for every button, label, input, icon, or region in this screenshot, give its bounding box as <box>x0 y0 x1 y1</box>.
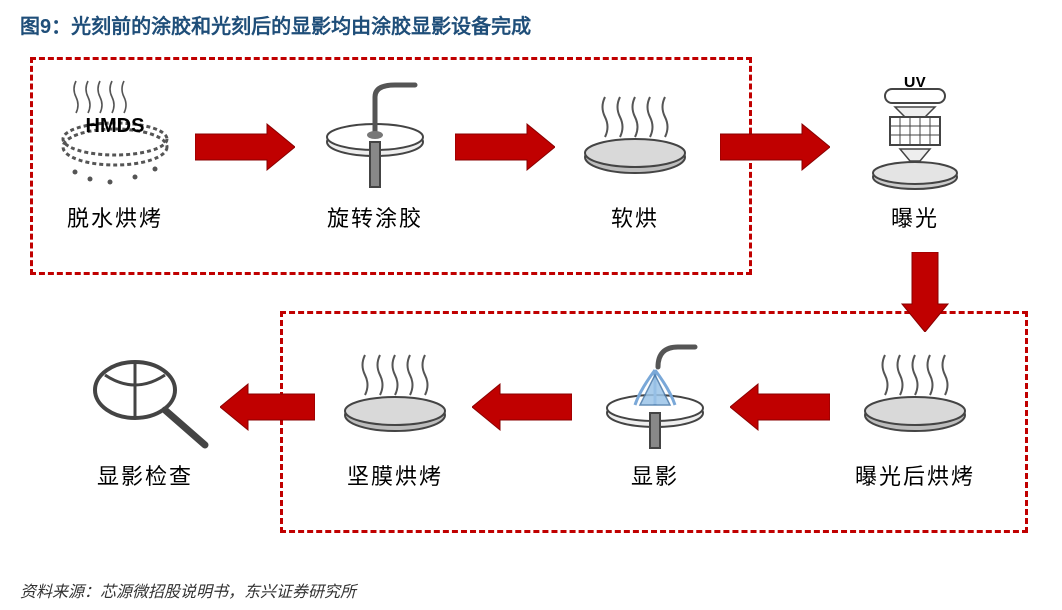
step-post-exposure-bake: 曝光后烘烤 <box>840 335 990 491</box>
dehydration-bake-label: 脱水烘烤 <box>40 201 190 233</box>
flow-arrow <box>472 382 572 432</box>
spin-coat-label: 旋转涂胶 <box>300 201 450 233</box>
figure-source: 资料来源：芯源微招股说明书，东兴证券研究所 <box>20 578 356 602</box>
flow-arrow <box>730 382 830 432</box>
dehydration-bake-icon: HMDS <box>40 77 190 197</box>
svg-text:HMDS: HMDS <box>86 115 145 137</box>
soft-bake-label: 软烘 <box>560 201 710 233</box>
step-develop: 显影 <box>580 335 730 491</box>
develop-label: 显影 <box>580 459 730 491</box>
exposure-label: 曝光 <box>840 201 990 233</box>
flow-arrow <box>455 122 555 172</box>
develop-icon <box>580 335 730 455</box>
process-flow-diagram: HMDS 脱水烘烤 旋转涂胶 软烘 UV <box>20 57 1040 547</box>
hard-bake-icon <box>320 335 470 455</box>
inspection-icon <box>70 335 220 455</box>
flow-arrow <box>195 122 295 172</box>
flow-arrow <box>720 122 830 172</box>
flow-arrow <box>900 252 950 332</box>
flow-arrow <box>220 382 315 432</box>
step-dehydration-bake: HMDS 脱水烘烤 <box>40 77 190 233</box>
spin-coat-icon <box>300 77 450 197</box>
step-soft-bake: 软烘 <box>560 77 710 233</box>
exposure-icon: UV <box>840 77 990 197</box>
post-exposure-bake-icon <box>840 335 990 455</box>
figure-title: 图9：光刻前的涂胶和光刻后的显影均由涂胶显影设备完成 <box>20 10 1042 39</box>
soft-bake-icon <box>560 77 710 197</box>
step-inspection: 显影检查 <box>70 335 220 491</box>
post-exposure-bake-label: 曝光后烘烤 <box>840 459 990 491</box>
step-spin-coat: 旋转涂胶 <box>300 77 450 233</box>
hard-bake-label: 坚膜烘烤 <box>320 459 470 491</box>
step-exposure: UV 曝光 <box>840 77 990 233</box>
inspection-label: 显影检查 <box>70 459 220 491</box>
step-hard-bake: 坚膜烘烤 <box>320 335 470 491</box>
